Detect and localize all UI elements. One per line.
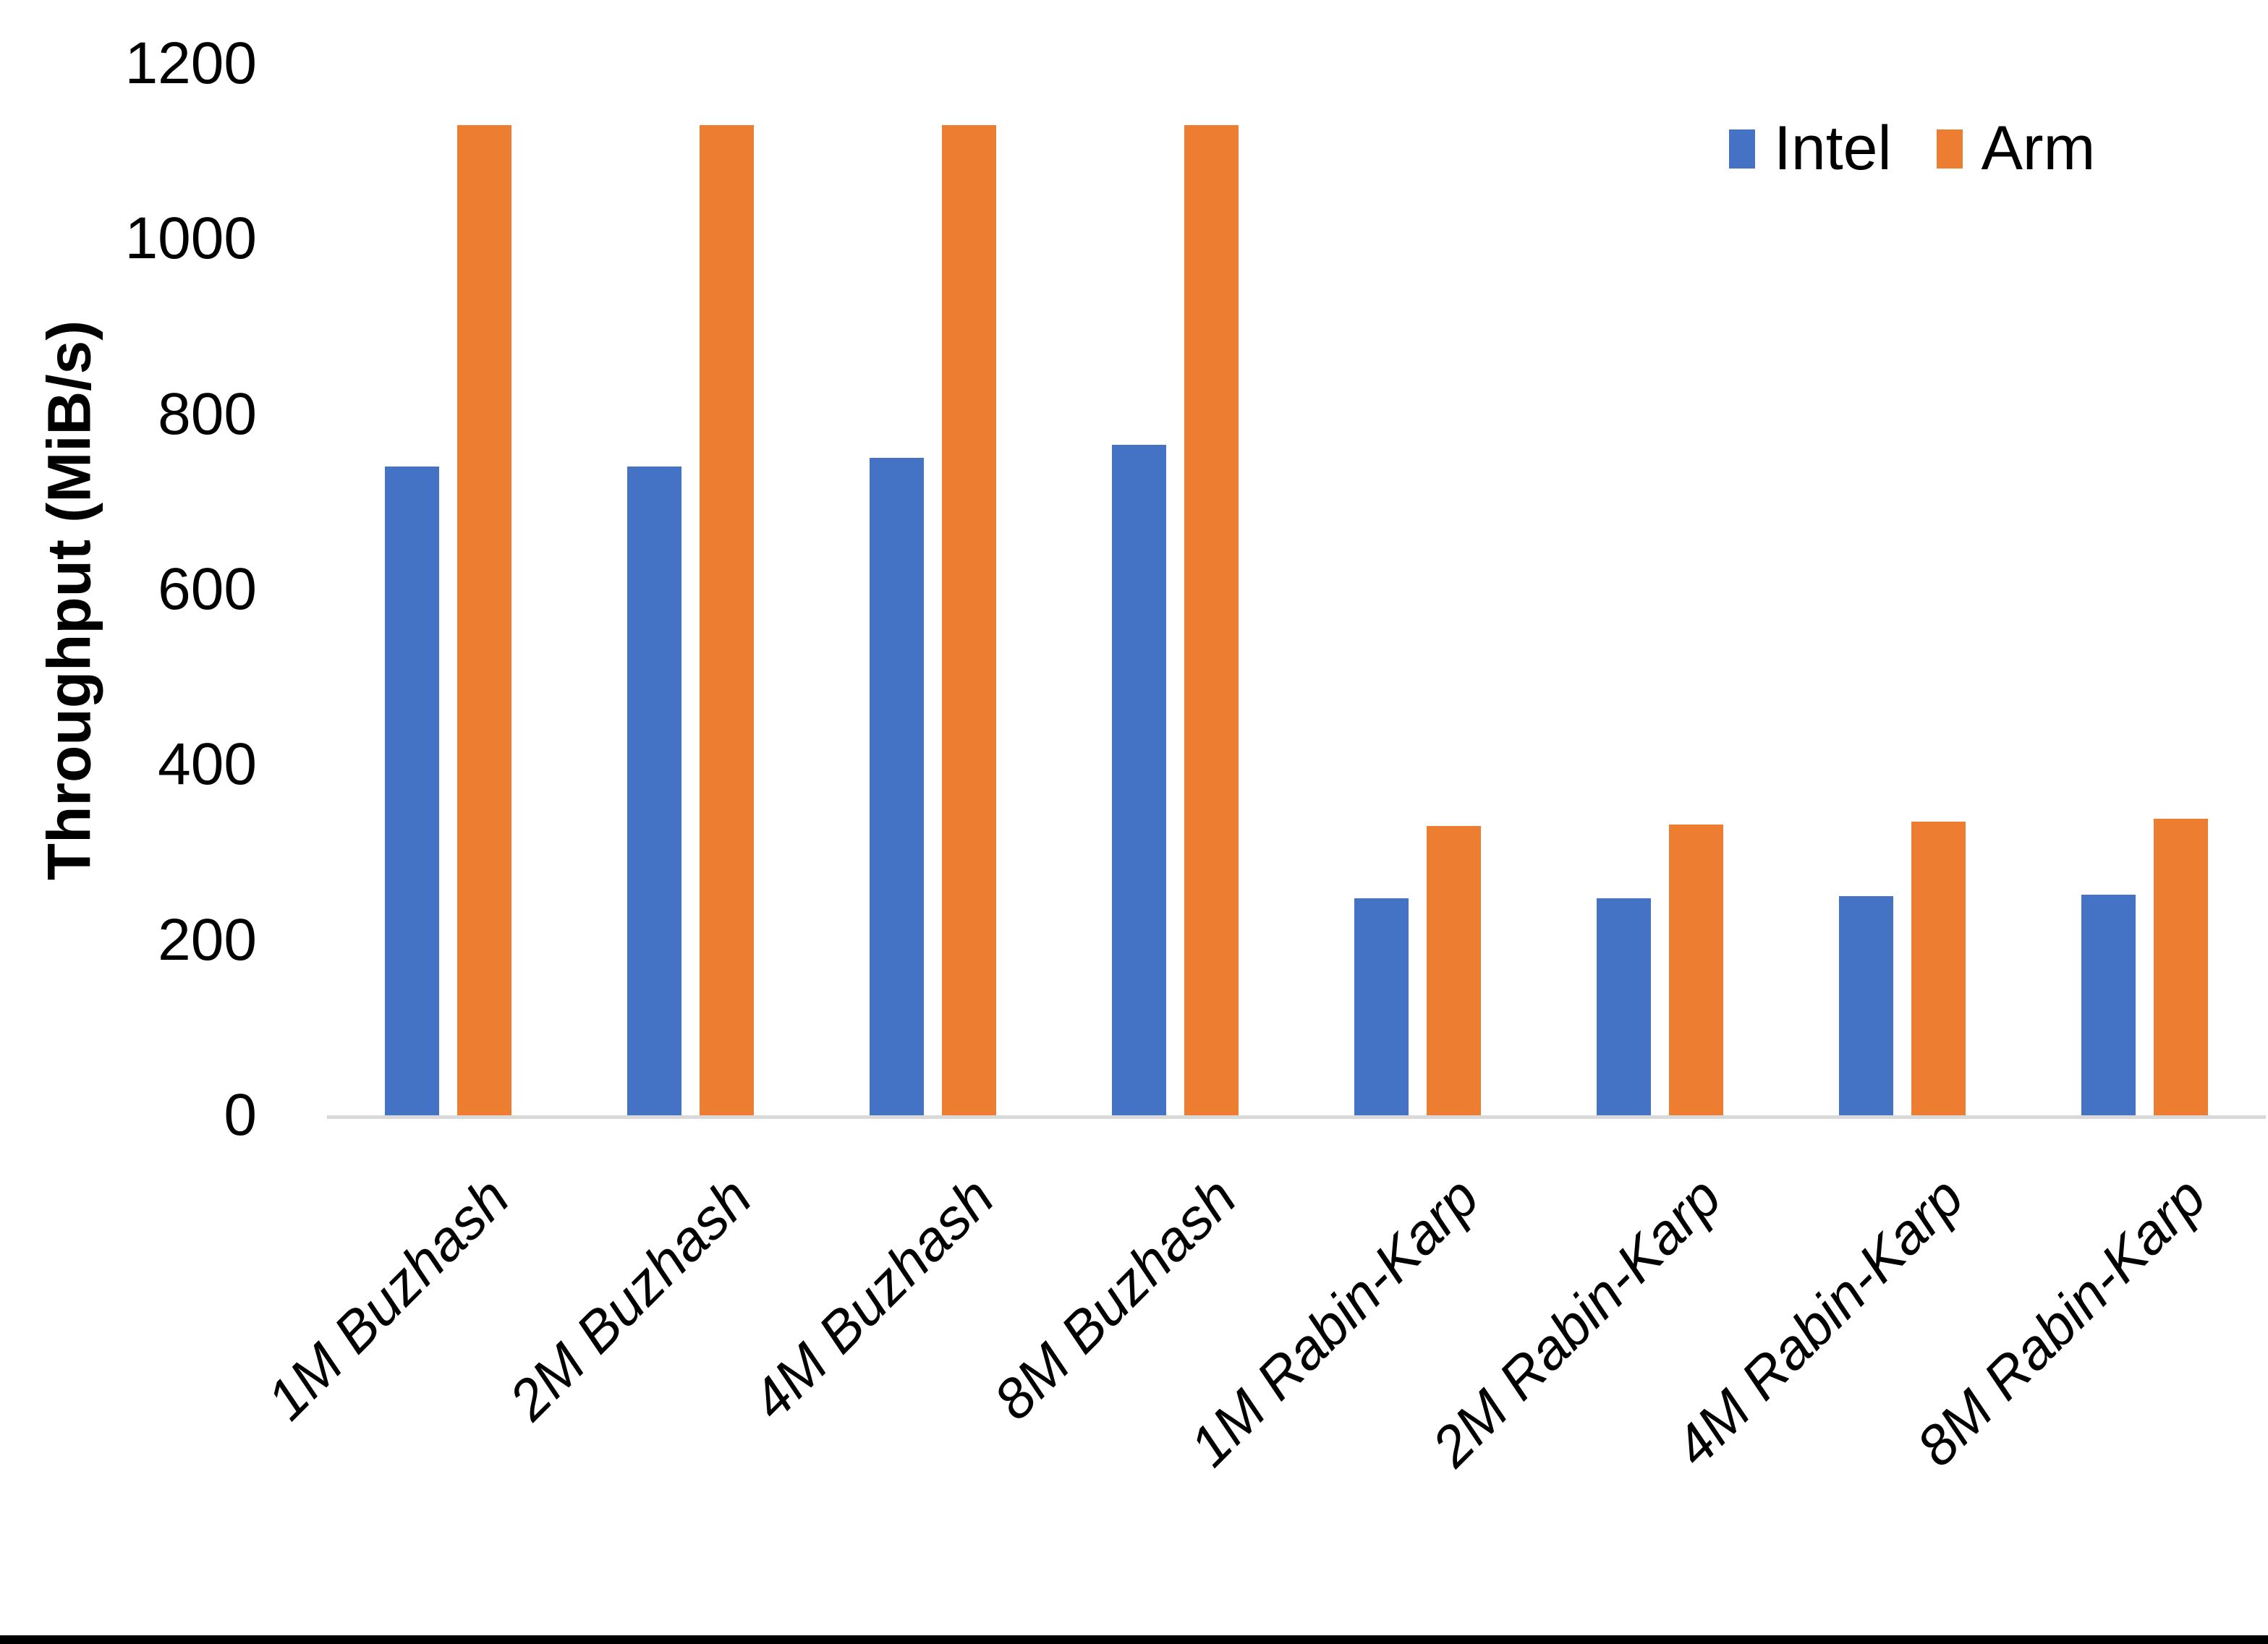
legend-item-arm: Arm (1936, 113, 2096, 184)
legend-label-arm: Arm (1981, 114, 2096, 183)
bar-intel-2m-rabin-karp (1597, 898, 1651, 1115)
y-tick-label-1200: 1200 (124, 30, 257, 96)
legend-item-intel: Intel (1729, 113, 1892, 184)
bar-intel-4m-buzhash (870, 458, 924, 1115)
bar-intel-8m-buzhash (1112, 445, 1166, 1115)
bar-intel-1m-rabin-karp (1354, 898, 1409, 1115)
bar-arm-2m-buzhash (700, 125, 754, 1115)
arm-series-swatch (1936, 129, 1963, 169)
y-tick-label-1000: 1000 (124, 205, 257, 272)
bar-arm-1m-buzhash (457, 125, 511, 1115)
bar-arm-2m-rabin-karp (1669, 825, 1723, 1115)
x-label-4m-buzhash: 4M Buzhash (739, 1164, 1006, 1432)
plot-area (327, 64, 2266, 1115)
bar-intel-1m-buzhash (385, 467, 439, 1115)
legend: Intel Arm (1729, 114, 2095, 183)
intel-series-swatch (1729, 129, 1755, 169)
bar-arm-8m-rabin-karp (2154, 819, 2208, 1115)
y-tick-label-400: 400 (158, 731, 257, 798)
y-tick-label-0: 0 (224, 1082, 257, 1148)
y-tick-label-200: 200 (158, 906, 257, 973)
y-tick-label-800: 800 (158, 380, 257, 447)
x-label-8m-buzhash: 8M Buzhash (981, 1164, 1249, 1432)
y-tick-label-600: 600 (158, 556, 257, 622)
bar-arm-8m-buzhash (1184, 125, 1239, 1115)
bar-intel-2m-buzhash (627, 467, 681, 1115)
bar-arm-1m-rabin-karp (1427, 826, 1481, 1115)
bar-arm-4m-rabin-karp (1911, 822, 1966, 1115)
bar-intel-8m-rabin-karp (2081, 895, 2136, 1115)
x-label-1m-buzhash: 1M Buzhash (254, 1164, 522, 1432)
x-axis-line (327, 1115, 2266, 1119)
bar-intel-4m-rabin-karp (1839, 896, 1893, 1115)
x-label-2m-buzhash: 2M Buzhash (496, 1164, 764, 1432)
legend-label-intel: Intel (1774, 114, 1892, 183)
bar-arm-4m-buzhash (942, 125, 996, 1115)
page-bottom-border (0, 1635, 2268, 1644)
